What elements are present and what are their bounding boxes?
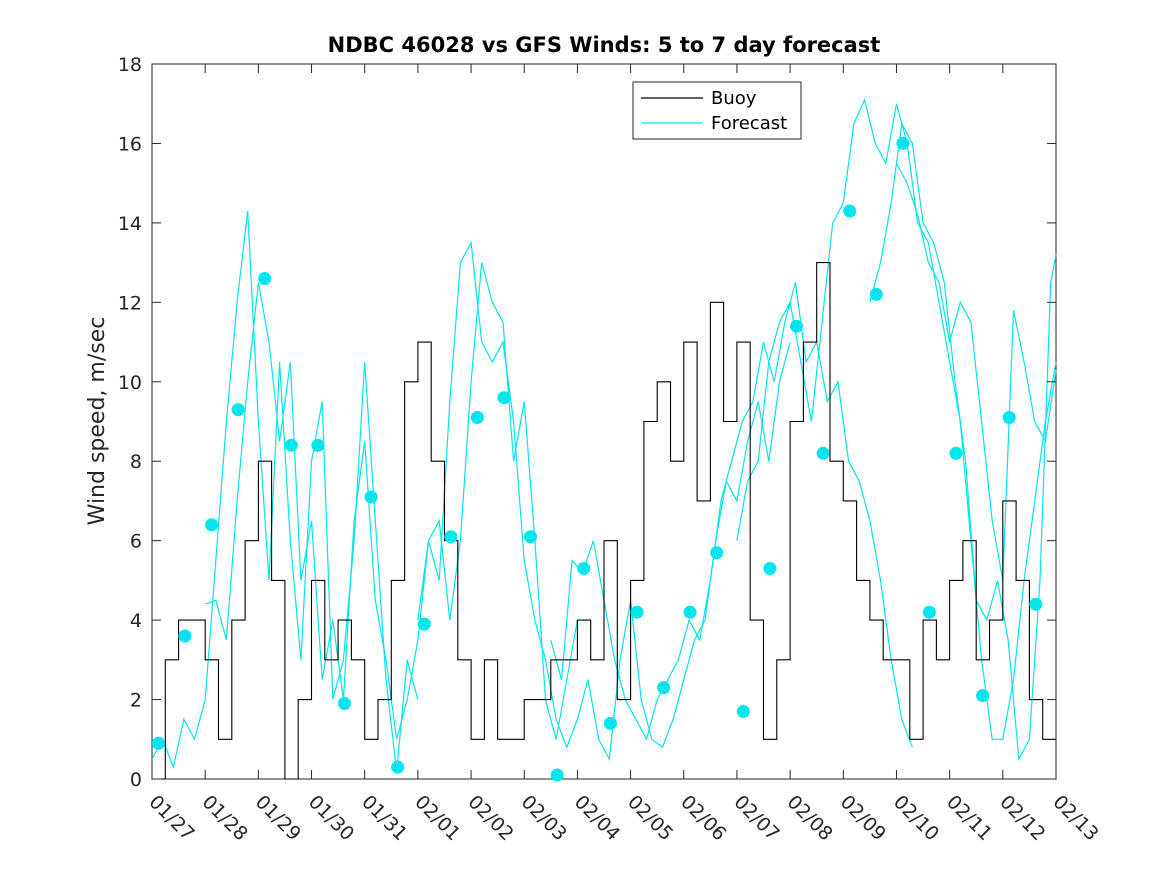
- forecast-point: [630, 605, 644, 619]
- forecast-point: [577, 562, 591, 575]
- legend-forecast-label: Forecast: [711, 113, 787, 134]
- forecast-point: [896, 136, 910, 150]
- forecast-point: [1029, 597, 1043, 611]
- buoy-line: [152, 262, 1056, 780]
- y-tick-label: 8: [130, 451, 142, 473]
- y-tick-label: 18: [118, 54, 142, 76]
- forecast-point: [657, 681, 671, 695]
- legend-buoy-label: Buoy: [711, 88, 757, 109]
- forecast-point: [790, 319, 803, 333]
- y-axis-label: Wind speed, m/sec: [85, 317, 110, 526]
- forecast-point: [843, 204, 857, 218]
- legend-box: [632, 81, 802, 140]
- legend: Buoy Forecast: [632, 81, 802, 140]
- chart-title: NDBC 46028 vs GFS Winds: 5 to 7 day fore…: [328, 33, 881, 57]
- forecast-point: [338, 697, 351, 710]
- forecast-markers: [151, 136, 1043, 782]
- forecast-point: [683, 605, 697, 619]
- forecast-point: [710, 546, 724, 560]
- y-tick-label: 6: [130, 531, 142, 553]
- forecast-line-7: [895, 163, 1057, 581]
- forecast-point: [258, 272, 272, 285]
- forecast-line-5: [869, 121, 1057, 762]
- forecast-point: [922, 605, 936, 619]
- forecast-point: [524, 530, 538, 544]
- y-tick-label: 2: [130, 690, 142, 712]
- forecast-point: [736, 705, 750, 718]
- forecast-point: [949, 446, 963, 460]
- forecast-line-6: [550, 282, 913, 748]
- forecast-point: [816, 446, 830, 460]
- forecast-point: [444, 530, 458, 544]
- plot-area: [151, 63, 1057, 780]
- y-tick-label: 4: [130, 610, 142, 632]
- y-tick-label: 10: [118, 372, 142, 394]
- forecast-point: [391, 760, 405, 774]
- forecast-point: [417, 617, 431, 631]
- forecast-point: [497, 391, 511, 405]
- forecast-point: [470, 411, 484, 424]
- y-tick-label: 12: [118, 292, 142, 314]
- forecast-point: [603, 716, 617, 730]
- forecast-point: [763, 562, 777, 575]
- forecast-point: [550, 768, 564, 782]
- forecast-point: [1002, 411, 1016, 424]
- forecast-point: [976, 689, 990, 703]
- y-tick-label: 14: [118, 213, 142, 235]
- forecast-point: [869, 287, 883, 301]
- y-tick-label: 16: [118, 133, 142, 155]
- forecast-point: [231, 403, 245, 417]
- forecast-point: [151, 736, 165, 750]
- forecast-point: [205, 518, 219, 532]
- forecast-point: [364, 490, 378, 504]
- y-axis-ticks: 0 2 4 6 8 10 12 14 16 18: [118, 54, 1056, 791]
- y-tick-label: 0: [130, 769, 142, 791]
- forecast-point: [311, 438, 325, 452]
- forecast-point: [284, 438, 298, 452]
- buoy-series: [152, 262, 1056, 780]
- forecast-point: [178, 629, 192, 643]
- forecast-line-3: [417, 240, 791, 762]
